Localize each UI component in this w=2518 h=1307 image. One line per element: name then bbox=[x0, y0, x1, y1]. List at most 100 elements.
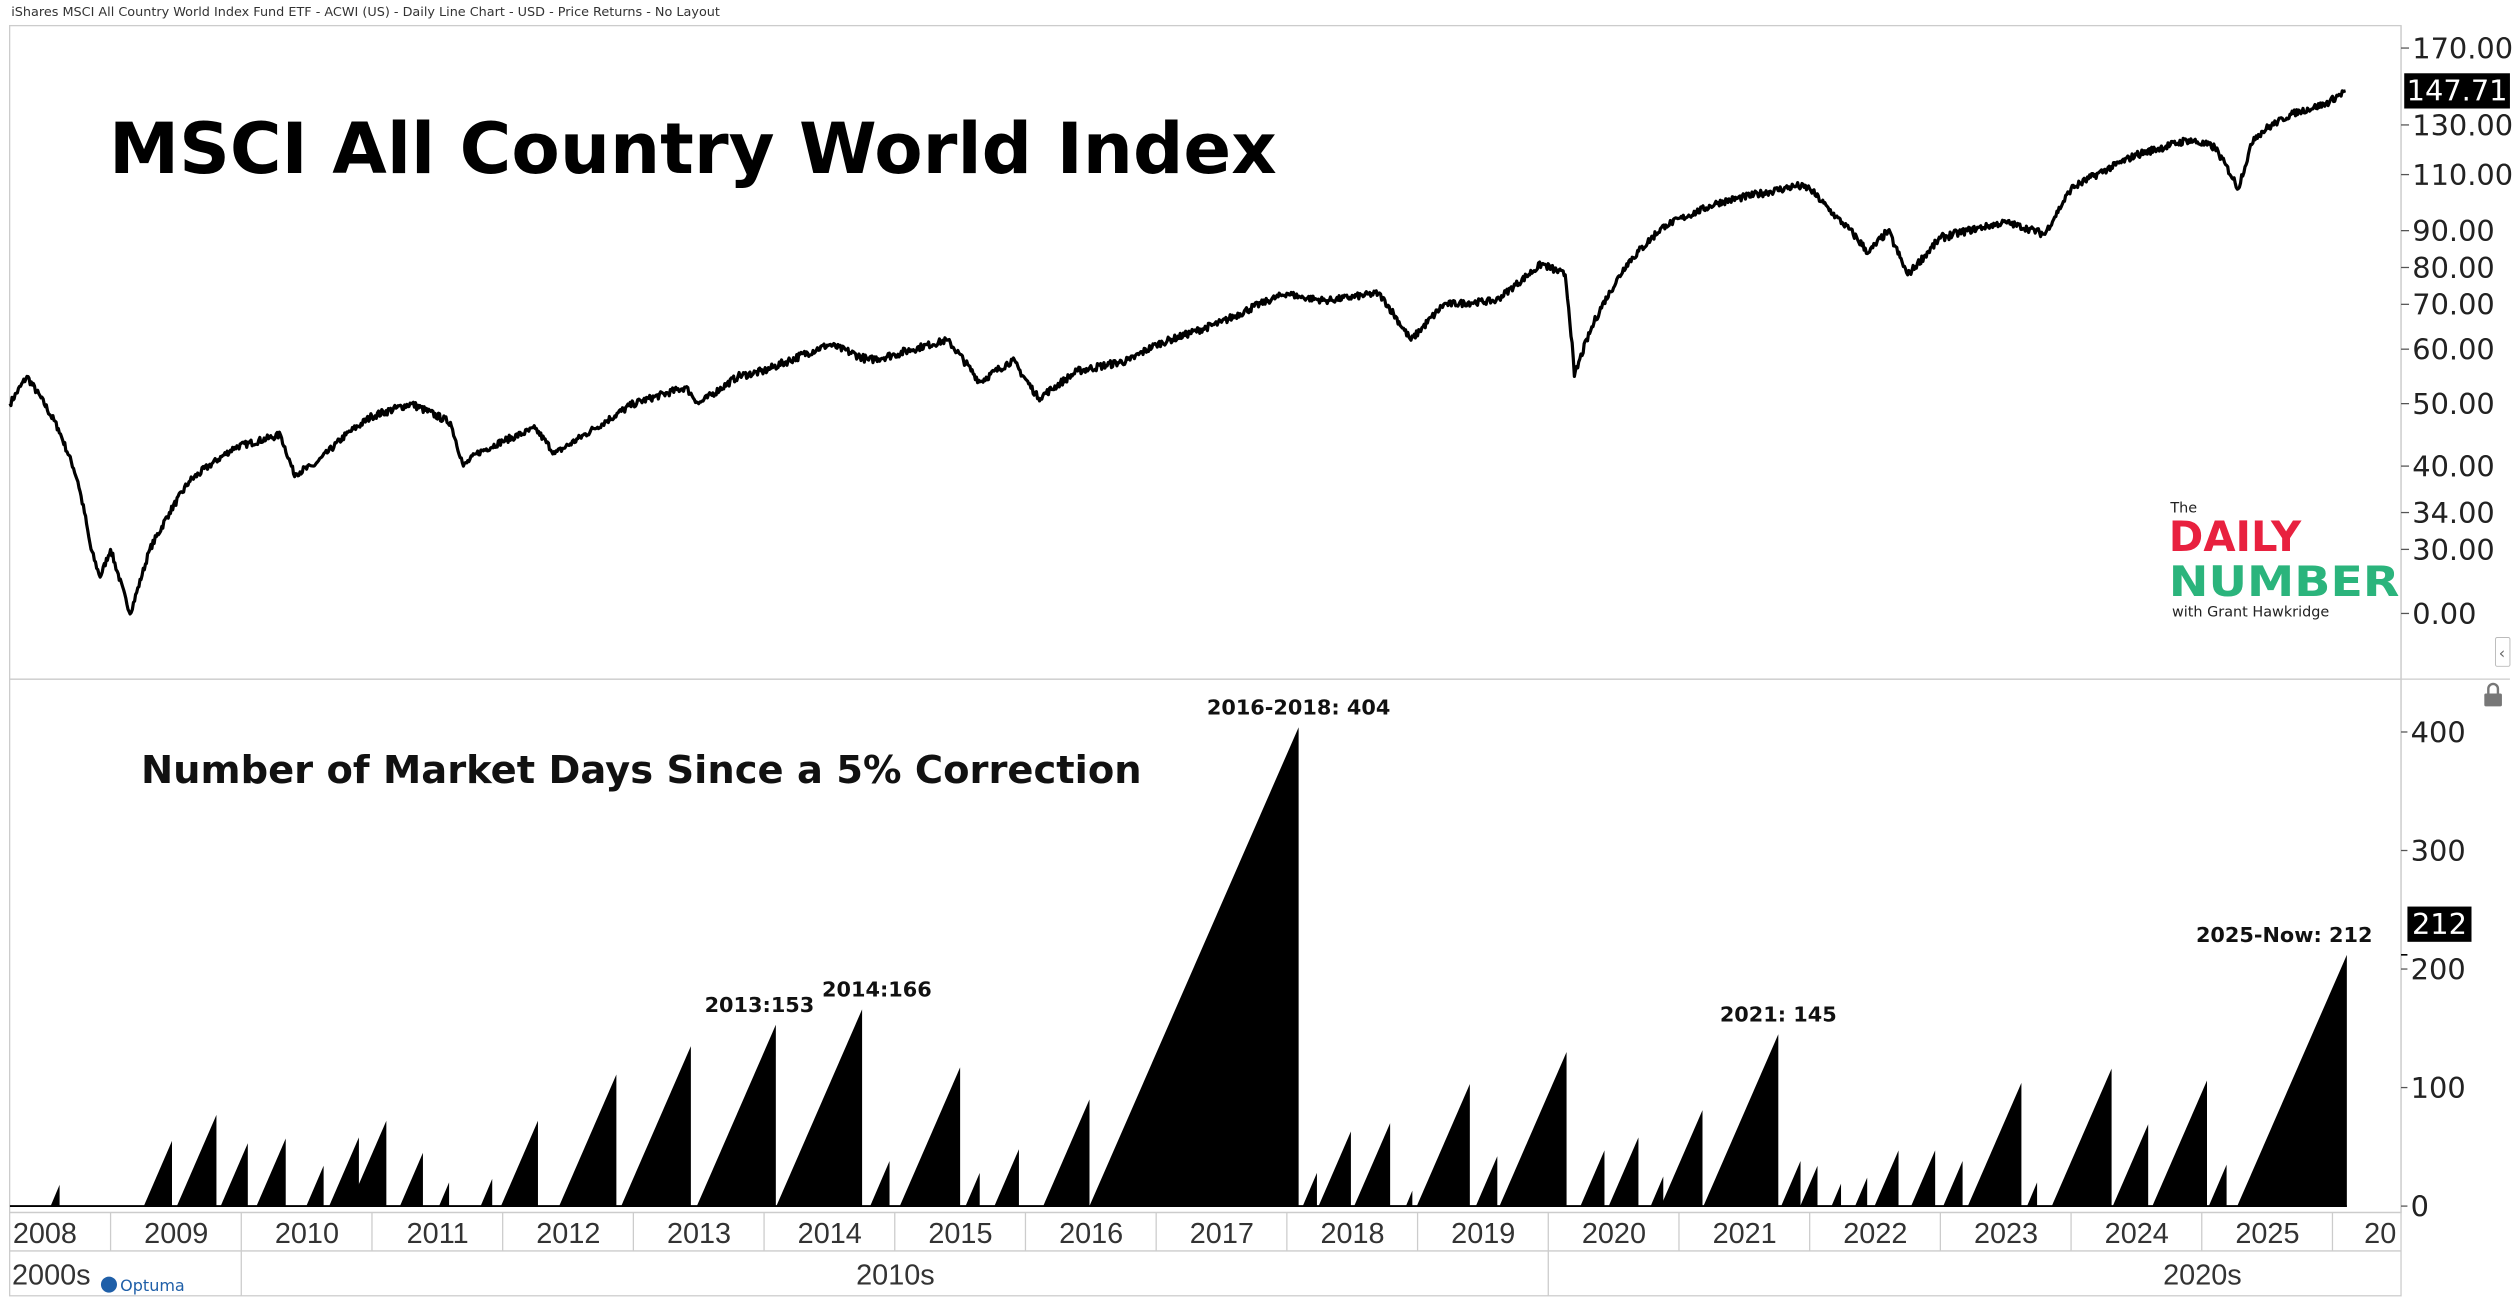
days-cycle bbox=[1799, 1165, 1818, 1207]
days-cycle bbox=[1302, 1172, 1317, 1207]
days-cycle bbox=[869, 1161, 890, 1207]
days-cycle bbox=[994, 1149, 1019, 1207]
price-tick-label: 34.00 bbox=[2412, 496, 2495, 530]
days-cycle bbox=[50, 1184, 60, 1207]
days-cycle bbox=[438, 1182, 450, 1207]
price-tick-label: 130.00 bbox=[2412, 108, 2513, 142]
year-label: 2024 bbox=[2105, 1218, 2169, 1250]
days-cycle bbox=[1499, 1052, 1567, 1207]
days-cycle bbox=[1874, 1150, 1899, 1207]
days-cycle bbox=[620, 1046, 691, 1207]
days-cycle bbox=[1608, 1137, 1639, 1207]
days-cycle bbox=[775, 1009, 863, 1207]
year-label: 2015 bbox=[928, 1218, 992, 1250]
days-tick-label: 0 bbox=[2411, 1190, 2429, 1224]
days-last-badge: 212 bbox=[2401, 906, 2472, 956]
days-cycle bbox=[2152, 1080, 2207, 1207]
price-line bbox=[8, 89, 2347, 616]
days-y-axis[interactable]: 0 100 200 300 400 bbox=[2401, 715, 2466, 1224]
days-cycle bbox=[696, 1024, 776, 1207]
annotation-label: 2014:166 bbox=[822, 978, 932, 1002]
logo-subtitle: with Grant Hawkridge bbox=[2172, 605, 2329, 621]
year-label: 2019 bbox=[1451, 1218, 1515, 1250]
price-tick-label: 90.00 bbox=[2412, 214, 2495, 248]
decade-label: 2000s bbox=[12, 1260, 91, 1292]
days-cycle bbox=[1854, 1177, 1868, 1207]
days-cycle bbox=[1042, 1099, 1090, 1207]
logo-number: NUMBER bbox=[2169, 557, 2400, 606]
year-label: 2009 bbox=[144, 1218, 208, 1250]
days-cycle bbox=[176, 1114, 217, 1207]
days-area-series bbox=[9, 727, 2347, 1208]
days-cycle bbox=[143, 1140, 172, 1207]
year-label: 2012 bbox=[536, 1218, 600, 1250]
year-label: 2025 bbox=[2235, 1218, 2299, 1250]
optuma-logo: Optuma bbox=[100, 1276, 185, 1295]
days-cycle bbox=[2112, 1124, 2149, 1207]
days-cycle bbox=[1318, 1131, 1351, 1207]
days-tick-label: 100 bbox=[2411, 1071, 2466, 1105]
annotation-label: 2013:153 bbox=[705, 993, 815, 1017]
price-tick-label: 0.00 bbox=[2412, 597, 2476, 631]
annotations: 2013:153 2014:166 2016-2018: 404 2021: 145 2… bbox=[705, 695, 2373, 1026]
logo-the: The bbox=[2169, 501, 2197, 517]
chevron-left-icon: ‹ bbox=[2499, 643, 2505, 662]
days-cycle bbox=[1650, 1176, 1664, 1207]
days-cycle bbox=[965, 1172, 980, 1207]
days-cycle bbox=[899, 1067, 961, 1207]
lock-icon[interactable] bbox=[2484, 682, 2502, 707]
days-chart-title: Number of Market Days Since a 5% Correct… bbox=[141, 748, 1142, 793]
price-tick-label: 170.00 bbox=[2412, 31, 2513, 65]
days-cycle bbox=[328, 1137, 359, 1207]
year-label: 2011 bbox=[407, 1218, 469, 1250]
year-label: 20 bbox=[2364, 1218, 2396, 1250]
days-cycle bbox=[349, 1120, 387, 1207]
days-cycle bbox=[1910, 1150, 1936, 1207]
days-cycle bbox=[1703, 1034, 1779, 1207]
days-tick-label: 400 bbox=[2411, 715, 2466, 749]
price-tick-label: 50.00 bbox=[2412, 387, 2495, 421]
year-label: 2023 bbox=[1974, 1218, 2038, 1250]
year-label: 2021 bbox=[1713, 1218, 1777, 1250]
days-cycle bbox=[1416, 1084, 1470, 1207]
days-cycle bbox=[1967, 1082, 2022, 1207]
year-label: 2017 bbox=[1190, 1218, 1254, 1250]
days-tick-label: 200 bbox=[2411, 952, 2466, 986]
days-cycle bbox=[1089, 727, 1299, 1207]
days-cycle bbox=[480, 1178, 493, 1207]
days-cycle bbox=[305, 1165, 324, 1207]
year-label: 2008 bbox=[13, 1218, 77, 1250]
logo-daily: DAILY bbox=[2169, 512, 2302, 561]
days-cycle bbox=[2236, 954, 2347, 1207]
days-cycle bbox=[1353, 1123, 1391, 1207]
year-label: 2018 bbox=[1320, 1218, 1384, 1250]
year-label: 2013 bbox=[667, 1218, 731, 1250]
annotation-label: 2025-Now: 212 bbox=[2196, 923, 2373, 947]
days-cycle bbox=[1942, 1161, 1963, 1207]
days-last-value: 212 bbox=[2412, 907, 2467, 941]
days-cycle bbox=[1660, 1110, 1703, 1207]
price-last-value: 147.71 bbox=[2407, 74, 2508, 108]
days-cycle bbox=[2208, 1164, 2227, 1207]
collapse-axis-button[interactable]: ‹ bbox=[2495, 637, 2511, 667]
price-tick-label: 110.00 bbox=[2412, 158, 2513, 192]
days-tick-label: 300 bbox=[2411, 834, 2466, 868]
price-tick-label: 60.00 bbox=[2412, 333, 2495, 367]
price-tick-label: 30.00 bbox=[2412, 533, 2495, 567]
price-tick-label: 70.00 bbox=[2412, 288, 2495, 322]
days-cycle bbox=[1780, 1161, 1801, 1207]
time-axis[interactable] bbox=[9, 1211, 2402, 1297]
year-label: 2014 bbox=[798, 1218, 862, 1250]
year-label: 2020 bbox=[1582, 1218, 1646, 1250]
price-tick-label: 40.00 bbox=[2412, 450, 2495, 484]
optuma-text: Optuma bbox=[120, 1276, 185, 1295]
days-cycle bbox=[500, 1120, 538, 1207]
year-label: 2010 bbox=[275, 1218, 339, 1250]
days-cycle bbox=[220, 1143, 248, 1207]
days-cycle bbox=[1580, 1150, 1605, 1207]
year-label: 2022 bbox=[1843, 1218, 1907, 1250]
days-cycle bbox=[399, 1152, 423, 1207]
days-cycle bbox=[1475, 1156, 1498, 1207]
